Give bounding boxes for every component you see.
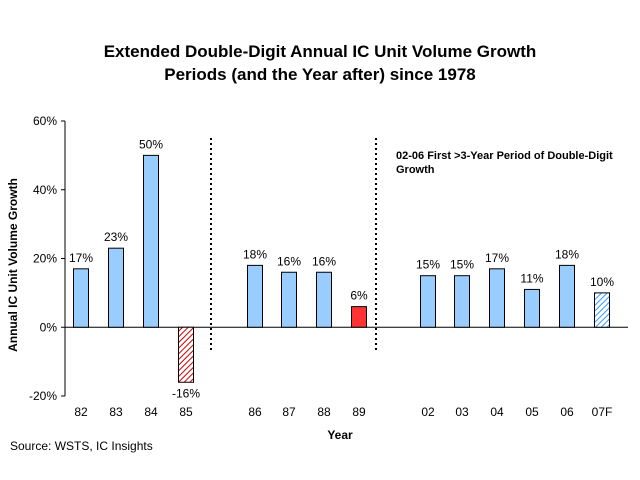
bar-04	[489, 268, 505, 328]
bar-82	[73, 268, 89, 328]
x-tick-label-88: 88	[317, 405, 331, 419]
x-axis-title: Year	[327, 428, 353, 442]
bar-86	[247, 264, 263, 328]
bar-02	[420, 275, 436, 328]
value-label-84: 50%	[139, 137, 163, 151]
value-label-86: 18%	[243, 247, 267, 261]
value-label-04: 17%	[485, 251, 509, 265]
value-label-88: 16%	[312, 254, 336, 268]
x-tick-label-07F: 07F	[592, 405, 613, 419]
y-axis-title: Annual IC Unit Volume Growth	[6, 178, 20, 352]
value-label-05: 11%	[520, 271, 543, 285]
x-tick-label-84: 84	[144, 405, 158, 419]
value-label-85: -16%	[172, 386, 200, 400]
value-label-03: 15%	[450, 258, 474, 272]
chart-title-line1: Extended Double-Digit Annual IC Unit Vol…	[103, 42, 537, 61]
x-tick-label-87: 87	[282, 405, 296, 419]
y-tick-label: 40%	[33, 183, 57, 197]
x-tick-label-89: 89	[352, 405, 366, 419]
bar-05	[524, 288, 540, 328]
value-label-83: 23%	[104, 230, 128, 244]
annotation-line2: Growth	[396, 164, 435, 176]
bar-06	[559, 264, 575, 328]
x-tick-label-82: 82	[74, 405, 88, 419]
bar-88	[316, 271, 332, 328]
value-label-82: 17%	[69, 251, 93, 265]
y-tick-label: 20%	[33, 252, 57, 266]
bar-03	[454, 275, 470, 328]
bar-07F	[594, 292, 610, 328]
x-tick-label-86: 86	[248, 405, 262, 419]
y-tick-label: 0%	[40, 320, 58, 334]
x-tick-label-85: 85	[179, 405, 193, 419]
x-tick-label-05: 05	[525, 405, 539, 419]
y-tick-label: -20%	[29, 389, 57, 403]
value-label-02: 15%	[416, 258, 440, 272]
value-label-07F: 10%	[590, 275, 614, 289]
bar-85	[178, 326, 194, 383]
y-tick-label: 60%	[33, 114, 57, 128]
value-label-06: 18%	[555, 247, 579, 261]
chart-title: Extended Double-Digit Annual IC Unit Vol…	[0, 40, 640, 86]
value-label-89: 6%	[350, 289, 368, 303]
chart-title-line2: Periods (and the Year after) since 1978	[164, 65, 476, 84]
source-note: Source: WSTS, IC Insights	[10, 439, 153, 453]
x-tick-label-83: 83	[109, 405, 123, 419]
x-tick-label-02: 02	[421, 405, 435, 419]
x-tick-label-04: 04	[490, 405, 504, 419]
bar-83	[108, 247, 124, 328]
x-tick-label-03: 03	[455, 405, 469, 419]
value-label-87: 16%	[277, 254, 301, 268]
x-tick-label-06: 06	[560, 405, 574, 419]
bar-89	[351, 306, 367, 328]
bar-84	[143, 154, 159, 328]
annotation-line1: 02-06 First >3-Year Period of Double-Dig…	[396, 150, 613, 162]
bar-87	[281, 271, 297, 328]
